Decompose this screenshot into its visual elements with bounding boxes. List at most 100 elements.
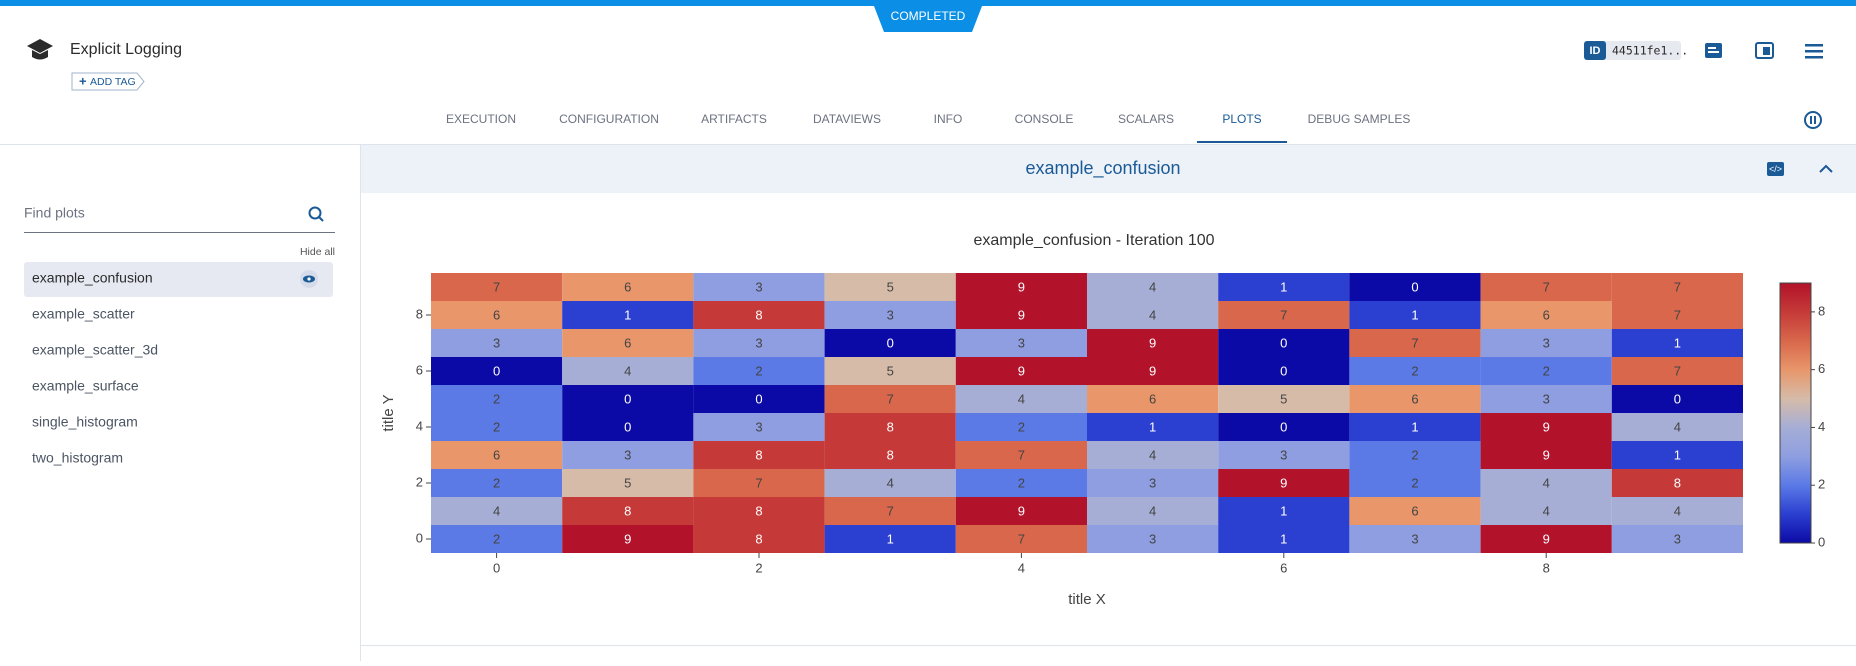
cell-label: 2: [493, 531, 500, 546]
cell-label: 9: [1149, 335, 1156, 350]
cell-label: 7: [1411, 335, 1418, 350]
heatmap-cell: [1480, 385, 1612, 413]
heatmap-cell: [955, 357, 1087, 385]
cell-label: 8: [755, 503, 762, 518]
heatmap-cell: [562, 357, 694, 385]
tab[interactable]: DEBUG SAMPLES: [1308, 112, 1411, 126]
x-tick-label: 6: [1280, 560, 1287, 575]
cell-label: 3: [755, 279, 762, 294]
cell-label: 0: [1280, 363, 1287, 378]
tab[interactable]: SCALARS: [1118, 112, 1174, 126]
cell-label: 0: [755, 391, 762, 406]
cell-label: 8: [755, 531, 762, 546]
cell-label: 9: [1018, 307, 1025, 322]
visibility-toggle[interactable]: [300, 270, 318, 288]
add-tag-text: ADD TAG: [90, 76, 136, 88]
heatmap-cell: [824, 329, 956, 357]
x-tick-label: 2: [755, 560, 762, 575]
heatmap-chart: example_confusion - Iteration 100 2 9 8 1 7 3 1…: [380, 232, 1825, 608]
plot-list-item[interactable]: two_histogram: [32, 450, 123, 466]
heatmap-cell: [1218, 329, 1350, 357]
heatmap-cell: [1611, 525, 1743, 553]
heatmap-cell: [1611, 441, 1743, 469]
tab[interactable]: INFO: [934, 112, 963, 126]
y-tick-label: 8: [416, 306, 423, 321]
layout-icon[interactable]: [1755, 42, 1774, 59]
heatmap-cell: [824, 441, 956, 469]
cell-label: 8: [624, 503, 631, 518]
cell-label: 4: [493, 503, 500, 518]
heatmap-cell: [562, 329, 694, 357]
heatmap-cell: [431, 385, 563, 413]
plot-list-item[interactable]: example_surface: [32, 378, 139, 394]
tab[interactable]: CONFIGURATION: [559, 112, 659, 126]
heatmap-cell: [1480, 441, 1612, 469]
menu-icon[interactable]: [1805, 44, 1823, 59]
heatmap-cell: [1349, 497, 1481, 525]
heatmap-cell: [1218, 413, 1350, 441]
cell-label: 9: [1018, 279, 1025, 294]
search-icon[interactable]: [308, 206, 324, 222]
heatmap-cell: [693, 357, 825, 385]
heatmap-cell: [693, 525, 825, 553]
heatmap-cell: [1349, 385, 1481, 413]
cell-label: 0: [1280, 335, 1287, 350]
cell-label: 9: [1018, 503, 1025, 518]
cell-label: 7: [1280, 307, 1287, 322]
plot-list-item[interactable]: example_scatter_3d: [32, 342, 158, 358]
y-tick-label: 6: [416, 362, 423, 377]
heatmap-cell: [562, 385, 694, 413]
heatmap-cell: [693, 497, 825, 525]
embed-icon[interactable]: </>: [1767, 162, 1784, 176]
cell-label: 4: [1674, 503, 1681, 518]
tab[interactable]: ARTIFACTS: [701, 112, 767, 126]
heatmap-cell: [955, 385, 1087, 413]
cell-label: 7: [1543, 279, 1550, 294]
heatmap-cell: [955, 413, 1087, 441]
tab[interactable]: PLOTS: [1222, 112, 1261, 126]
cell-label: 2: [1411, 447, 1418, 462]
cell-label: 7: [1018, 531, 1025, 546]
heatmap-cell: [693, 385, 825, 413]
heatmap-cell: [431, 357, 563, 385]
y-tick-label: 2: [416, 474, 423, 489]
heatmap-cell: [1218, 469, 1350, 497]
heatmap-cell: [1349, 273, 1481, 301]
cell-label: 4: [1543, 503, 1550, 518]
search-input[interactable]: Find plots: [24, 205, 85, 221]
refresh-icon[interactable]: [1804, 111, 1822, 129]
plot-list-item[interactable]: example_scatter: [32, 306, 135, 322]
hide-all-button[interactable]: Hide all: [300, 246, 335, 258]
cell-label: 8: [887, 447, 894, 462]
cell-label: 3: [1543, 391, 1550, 406]
embed-glyph: </>: [1769, 164, 1782, 174]
collapse-icon[interactable]: [1819, 164, 1833, 173]
heatmap-cell: [1087, 525, 1219, 553]
cell-label: 1: [887, 531, 894, 546]
plot-list-item[interactable]: single_histogram: [32, 414, 138, 430]
cell-label: 8: [755, 447, 762, 462]
plot-list-item[interactable]: example_confusion: [32, 270, 153, 286]
tab[interactable]: DATAVIEWS: [813, 112, 881, 126]
x-tick-label: 8: [1543, 560, 1550, 575]
cell-label: 2: [493, 419, 500, 434]
cell-label: 9: [624, 531, 631, 546]
cell-label: 6: [624, 335, 631, 350]
tab[interactable]: CONSOLE: [1015, 112, 1074, 126]
cell-label: 7: [1674, 363, 1681, 378]
colorbar: [1779, 282, 1812, 544]
add-tag-button[interactable]: + ADD TAG: [71, 72, 145, 91]
tab[interactable]: EXECUTION: [446, 112, 516, 126]
info-icon[interactable]: [1705, 43, 1722, 58]
cell-label: 1: [1280, 531, 1287, 546]
id-chip[interactable]: [1584, 41, 1681, 60]
heatmap-cell: [1480, 497, 1612, 525]
cell-label: 9: [1018, 363, 1025, 378]
cell-label: 4: [1018, 391, 1025, 406]
cell-label: 2: [1411, 475, 1418, 490]
cell-label: 9: [1543, 531, 1550, 546]
heatmap-cell: [1611, 469, 1743, 497]
cell-label: 3: [887, 307, 894, 322]
heatmap-cell: [1480, 273, 1612, 301]
